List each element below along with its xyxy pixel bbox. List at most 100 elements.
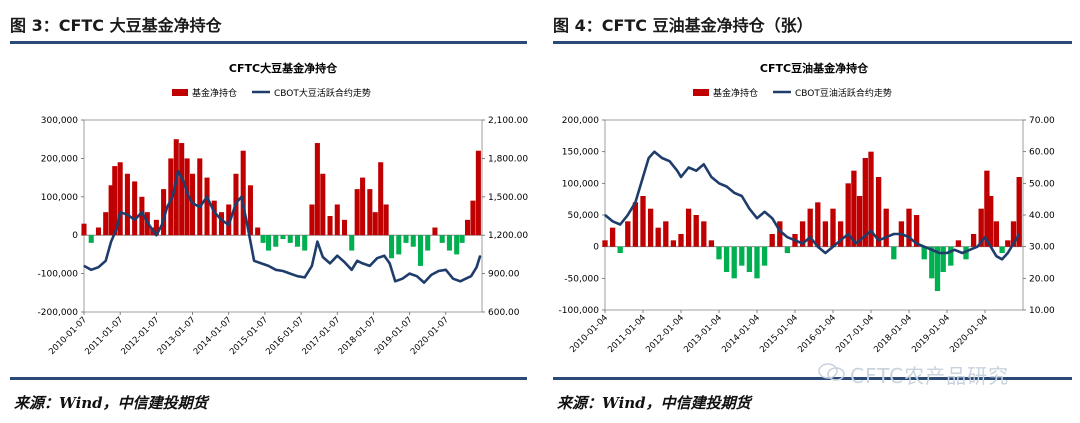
x-tick-label: 2010-01-04 — [568, 313, 610, 355]
bar — [124, 173, 130, 236]
bar — [822, 221, 829, 247]
y-left-tick-label: -50,000 — [564, 274, 599, 284]
price-point — [409, 273, 411, 275]
bar — [978, 208, 984, 247]
bar — [1016, 177, 1022, 247]
x-tick-label: 2017-01-04 — [834, 313, 876, 355]
y-right-tick-label: 40.00 — [1029, 211, 1055, 221]
bar — [410, 235, 416, 247]
price-point — [322, 256, 324, 258]
price-point — [177, 170, 179, 172]
x-tick-label: 2014-01-04 — [720, 313, 762, 355]
price-point — [669, 160, 671, 162]
bar — [1010, 221, 1017, 247]
legend-swatch-bar — [172, 89, 188, 96]
bar — [349, 235, 355, 251]
price-point — [172, 196, 174, 198]
bar — [1005, 240, 1011, 247]
price-point — [351, 269, 353, 271]
bar — [446, 235, 452, 251]
price-point — [938, 252, 940, 254]
price-point — [653, 151, 655, 153]
price-point — [642, 176, 644, 178]
legend-swatch-bar — [693, 89, 709, 96]
bar — [685, 208, 692, 247]
bar — [108, 185, 114, 236]
y-left-tick-label: 50,000 — [568, 211, 600, 221]
y-right-tick-label: 1,200.00 — [488, 231, 528, 241]
price-point — [832, 246, 834, 248]
bar — [739, 246, 745, 266]
price-point — [984, 236, 986, 238]
price-point — [900, 233, 902, 235]
price-point — [228, 224, 230, 226]
bar — [837, 221, 844, 247]
bar — [999, 246, 1005, 253]
chart-title: CFTC大豆基金净持仓 — [229, 61, 338, 75]
bar — [294, 235, 301, 247]
x-tick-label: 2018-01-04 — [872, 313, 914, 355]
bar — [883, 208, 889, 247]
figure-header: 图 3：CFTC 大豆基金净持仓 — [10, 16, 222, 35]
price-point — [161, 224, 163, 226]
x-tick-label: 2013-01-04 — [682, 313, 724, 355]
bar — [875, 177, 882, 247]
price-point — [786, 236, 788, 238]
bar — [81, 223, 87, 236]
y-right-tick-label: 2,100.00 — [488, 116, 528, 126]
bar — [454, 235, 460, 255]
footer-rule — [553, 377, 1072, 380]
price-point — [260, 262, 262, 264]
bar — [372, 212, 378, 236]
y-left-tick-label: 100,000 — [41, 193, 78, 203]
bar — [761, 246, 768, 266]
price-point — [289, 273, 291, 275]
price-point — [311, 265, 313, 267]
bar — [731, 246, 737, 279]
price-point — [748, 208, 750, 210]
bar — [334, 204, 340, 236]
legend-label-line: CBOT大豆活跃合约走势 — [274, 87, 371, 99]
bar — [963, 246, 969, 260]
price-point — [445, 269, 447, 271]
price-point — [267, 265, 270, 267]
bar — [103, 212, 109, 236]
bar — [211, 200, 217, 236]
bar — [663, 221, 669, 247]
bar — [993, 221, 1000, 247]
panel-soybean: 图 3：CFTC 大豆基金净持仓 CFTC大豆基金净持仓 基金净持仓 CBOT大豆活… — [0, 0, 535, 423]
bar — [320, 173, 326, 236]
bar — [693, 215, 699, 247]
price-point — [336, 255, 338, 257]
price-point — [893, 233, 895, 235]
bar — [799, 221, 806, 247]
bar — [302, 235, 308, 251]
price-point — [362, 262, 364, 264]
bar — [396, 235, 402, 255]
price-point — [188, 196, 190, 198]
y-left-tick-label: 100,000 — [562, 179, 599, 189]
bar — [475, 150, 481, 236]
figure-header: 图 4：CFTC 豆油基金净持仓（张） — [553, 16, 813, 35]
bar — [970, 234, 977, 247]
price-point — [105, 260, 107, 262]
price-point — [90, 269, 92, 271]
price-point — [155, 234, 157, 236]
bar — [425, 235, 431, 251]
bar — [383, 204, 389, 236]
price-line — [604, 150, 1021, 261]
bar — [432, 227, 438, 236]
bar — [240, 150, 246, 236]
bar — [179, 143, 185, 236]
bar — [153, 219, 159, 236]
bar — [988, 196, 994, 247]
y-right-tick-label: 60.00 — [1029, 148, 1055, 158]
bar — [341, 219, 348, 236]
price-point — [437, 270, 440, 272]
price-point — [908, 236, 910, 238]
price-point — [182, 180, 185, 183]
price-point — [604, 214, 606, 216]
bar — [389, 235, 395, 259]
price-point — [634, 201, 636, 203]
